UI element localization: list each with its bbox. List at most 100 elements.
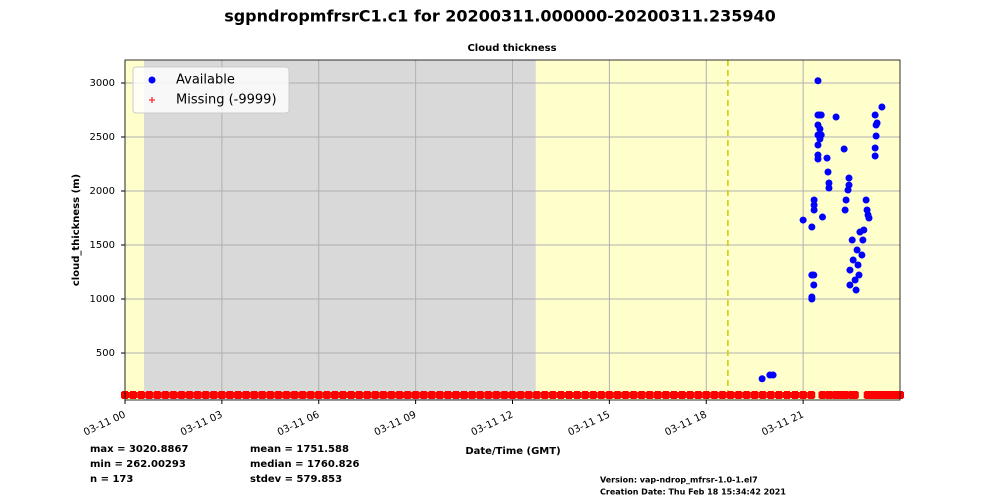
plus xyxy=(274,391,283,400)
missing-point xyxy=(581,391,590,400)
missing-point xyxy=(314,391,323,400)
data-point xyxy=(846,281,854,289)
data-point xyxy=(810,281,818,289)
plus xyxy=(718,391,727,400)
plus xyxy=(411,391,420,400)
missing-point xyxy=(209,391,218,400)
missing-point xyxy=(379,391,388,400)
missing-point xyxy=(355,391,364,400)
missing-point xyxy=(629,391,638,400)
missing-point xyxy=(395,391,404,400)
plus xyxy=(443,391,452,400)
data-point xyxy=(810,196,818,204)
data-point xyxy=(853,246,861,254)
missing-point xyxy=(782,391,791,400)
plus xyxy=(532,391,541,400)
plus xyxy=(645,391,654,400)
missing-point xyxy=(306,391,315,400)
missing-point xyxy=(484,391,493,400)
y-tick-label: 1000 xyxy=(90,294,115,305)
plus xyxy=(258,391,267,400)
plus xyxy=(427,391,436,400)
missing-point xyxy=(403,391,412,400)
missing-point xyxy=(556,391,565,400)
data-point xyxy=(810,201,818,209)
stat: median = 1760.826 xyxy=(250,459,360,470)
plus xyxy=(338,391,347,400)
data-point xyxy=(832,113,840,121)
missing-point xyxy=(524,391,533,400)
plus xyxy=(468,391,477,400)
plus xyxy=(161,391,170,400)
x-tick-label: 03-11 03 xyxy=(179,409,224,438)
missing-point xyxy=(225,391,234,400)
missing-point xyxy=(573,391,582,400)
plus xyxy=(766,391,775,400)
missing-point xyxy=(597,391,606,400)
missing-point xyxy=(250,391,259,400)
data-point xyxy=(841,206,849,214)
missing-point xyxy=(565,391,574,400)
legend-marker xyxy=(148,76,156,84)
missing-point xyxy=(686,391,695,400)
plus xyxy=(750,391,759,400)
plus xyxy=(782,391,791,400)
data-point xyxy=(814,77,822,85)
missing-point xyxy=(234,391,243,400)
plus xyxy=(435,391,444,400)
plus xyxy=(540,391,549,400)
missing-point xyxy=(476,391,485,400)
plus xyxy=(306,391,315,400)
plus xyxy=(395,391,404,400)
plus xyxy=(387,391,396,400)
missing-point xyxy=(161,391,170,400)
plus xyxy=(201,391,210,400)
plus xyxy=(363,391,372,400)
data-point xyxy=(769,371,777,379)
plus xyxy=(330,391,339,400)
data-point xyxy=(860,226,868,234)
plus xyxy=(669,391,678,400)
x-tick-label: 03-11 15 xyxy=(567,409,612,438)
plus xyxy=(209,391,218,400)
data-point xyxy=(858,251,866,259)
y-tick-label: 1500 xyxy=(90,240,115,251)
missing-point xyxy=(637,391,646,400)
plot-frame xyxy=(124,59,901,401)
plus xyxy=(799,391,808,400)
x-tick-label: 03-11 09 xyxy=(373,409,418,438)
data-point xyxy=(819,213,826,221)
plus xyxy=(524,391,533,400)
plus xyxy=(250,391,259,400)
plus xyxy=(734,391,743,400)
missing-point xyxy=(718,391,727,400)
missing-point xyxy=(451,391,460,400)
plus xyxy=(193,391,202,400)
plus xyxy=(791,391,800,400)
missing-point xyxy=(460,391,469,400)
stat: stdev = 579.853 xyxy=(250,474,342,485)
plus xyxy=(597,391,606,400)
data-point xyxy=(848,236,856,244)
missing-point xyxy=(169,391,178,400)
missing-point xyxy=(850,391,859,400)
missing-point xyxy=(807,391,816,400)
creation-date: Creation Date: Thu Feb 18 15:34:42 2021 xyxy=(600,488,786,497)
data-point xyxy=(825,184,833,192)
plus xyxy=(589,391,598,400)
data-point xyxy=(842,196,850,204)
missing-point xyxy=(750,391,759,400)
data-point xyxy=(872,132,880,140)
plus xyxy=(322,391,331,400)
chart-subtitle: Cloud thickness xyxy=(467,43,556,54)
plus xyxy=(694,391,703,400)
plus xyxy=(451,391,460,400)
x-tick-label: 03-11 18 xyxy=(663,409,708,438)
missing-point xyxy=(766,391,775,400)
plus xyxy=(758,391,767,400)
missing-point xyxy=(613,391,622,400)
data-point xyxy=(758,375,766,383)
missing-span xyxy=(144,60,536,400)
missing-point xyxy=(419,391,428,400)
